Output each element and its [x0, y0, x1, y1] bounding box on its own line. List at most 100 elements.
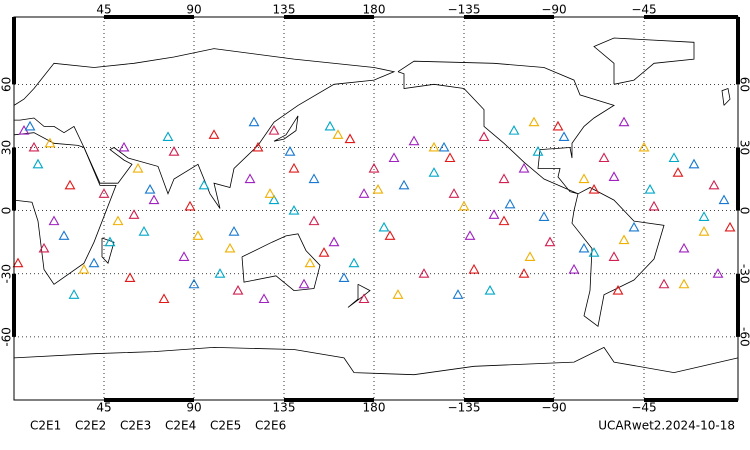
triangle-marker: [358, 293, 370, 304]
triangle-marker: [184, 200, 196, 211]
triangle-marker: [162, 131, 174, 142]
triangle-marker: [588, 183, 600, 194]
coastline: [721, 87, 731, 106]
legend-entry: C2E3: [120, 419, 151, 433]
y-tick-label-left: -60: [0, 327, 14, 347]
y-tick-label-left: 60: [0, 77, 14, 92]
triangle-marker: [178, 251, 190, 261]
triangle-marker: [328, 236, 340, 247]
coastline: [13, 132, 117, 285]
triangle-marker: [338, 272, 350, 282]
triangle-marker: [668, 152, 680, 163]
triangle-marker: [268, 125, 280, 135]
triangle-marker: [588, 247, 600, 257]
triangle-marker: [358, 188, 370, 198]
triangle-marker: [484, 284, 496, 295]
triangle-marker: [438, 141, 450, 152]
triangle-marker: [148, 194, 160, 205]
coastline: [593, 37, 695, 85]
triangle-marker: [552, 120, 564, 131]
triangle-marker: [348, 257, 360, 268]
triangle-marker: [578, 173, 590, 184]
x-tick-label-bottom: 135: [273, 401, 296, 415]
axis-labels: 45 45 90 90 135 135 180 180 −135 −135 −90 −90 −45 −45…: [0, 3, 750, 415]
coastlines: [13, 37, 739, 376]
triangle-marker: [612, 284, 624, 295]
triangle-marker: [408, 135, 420, 146]
triangle-marker: [28, 141, 40, 152]
triangle-marker: [558, 131, 570, 142]
triangle-marker: [248, 116, 260, 127]
triangle-marker: [672, 167, 684, 177]
triangle-marker: [32, 158, 44, 169]
triangle-marker: [192, 230, 204, 240]
triangle-marker: [608, 251, 620, 261]
y-tick-label-left: -30: [0, 264, 14, 284]
triangle-marker: [418, 268, 430, 278]
triangle-marker: [232, 284, 244, 295]
triangle-marker: [88, 257, 100, 268]
y-tick-label-right: 0: [738, 207, 750, 215]
triangle-marker: [532, 146, 544, 156]
triangle-marker: [452, 289, 464, 299]
triangle-marker: [444, 152, 456, 163]
x-tick-label-top: −90: [541, 3, 566, 17]
triangle-marker: [58, 230, 70, 240]
triangle-marker: [304, 257, 316, 268]
triangle-marker: [12, 257, 24, 268]
triangle-marker: [158, 293, 170, 304]
triangle-marker: [392, 289, 404, 299]
triangle-marker: [118, 141, 130, 152]
legend-entry: C2E1: [30, 419, 61, 433]
triangle-marker: [308, 173, 320, 184]
x-tick-label-top: 90: [186, 3, 201, 17]
triangle-marker: [344, 133, 356, 144]
triangle-marker: [214, 268, 226, 278]
legend-entry: C2E2: [75, 419, 106, 433]
triangle-marker: [168, 146, 180, 156]
map-frame: [13, 16, 739, 401]
coastline: [397, 60, 615, 195]
triangle-marker: [298, 278, 310, 289]
x-tick-label-bottom: 90: [186, 401, 201, 415]
triangle-marker: [104, 236, 116, 247]
triangle-marker: [524, 251, 536, 261]
triangle-marker: [284, 146, 296, 156]
legend-entry: C2E6: [255, 419, 286, 433]
triangle-marker: [678, 278, 690, 289]
y-tick-label-right: 60: [738, 77, 750, 92]
triangle-marker: [638, 141, 650, 152]
triangle-marker: [658, 278, 670, 289]
triangle-marker: [124, 272, 136, 282]
y-tick-label-right: -60: [738, 327, 750, 347]
graticule: [14, 17, 738, 400]
triangle-marker: [618, 116, 630, 127]
x-tick-label-top: 45: [96, 3, 111, 17]
x-tick-label-bottom: −90: [541, 401, 566, 415]
triangle-marker: [578, 242, 590, 253]
x-tick-label-top: −45: [631, 3, 656, 17]
triangle-marker: [388, 152, 400, 163]
triangle-marker: [208, 129, 220, 139]
triangle-marker: [44, 137, 56, 148]
triangle-marker: [428, 141, 440, 152]
x-tick-label-top: 135: [273, 3, 296, 17]
triangle-marker: [198, 179, 210, 190]
triangle-marker: [228, 226, 240, 236]
coastline: [241, 233, 321, 292]
triangle-marker: [468, 263, 480, 274]
triangle-marker: [138, 226, 150, 236]
triangle-marker: [618, 234, 630, 245]
coastline: [273, 115, 299, 142]
triangle-marker: [528, 116, 540, 127]
triangle-marker: [608, 171, 620, 181]
triangle-marker: [332, 129, 344, 139]
y-tick-label-left: 0: [0, 207, 14, 215]
triangle-marker: [538, 211, 550, 221]
y-tick-label-right: -30: [738, 264, 750, 284]
triangle-marker: [518, 162, 530, 173]
triangle-marker: [498, 173, 510, 184]
triangle-marker: [24, 120, 36, 131]
coastline: [13, 48, 396, 209]
coastline: [101, 237, 115, 264]
